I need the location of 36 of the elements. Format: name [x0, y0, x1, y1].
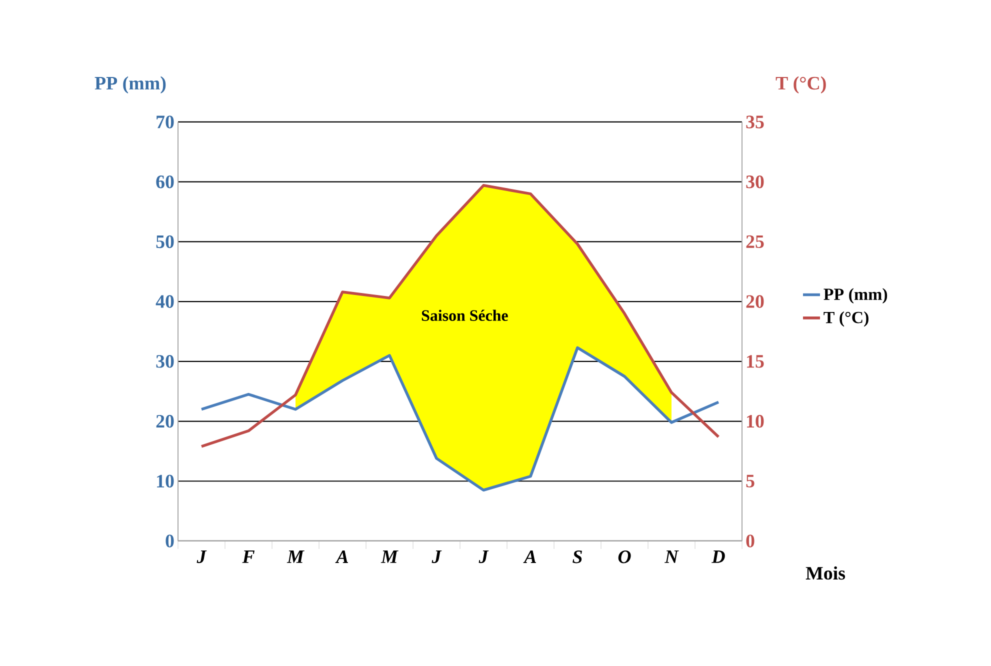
x-tick-label: J [478, 550, 489, 564]
y2-tick-label: 10 [747, 414, 764, 428]
x-tick-label: F [242, 550, 255, 563]
x-tick-label: M [286, 550, 304, 563]
y2-tick-label: 20 [746, 295, 764, 308]
y2-tick-label: 35 [746, 116, 764, 128]
x-axis-title: Mois [806, 566, 846, 580]
y-tick-label: 0 [166, 534, 174, 548]
x-tick-label: J [196, 550, 207, 564]
x-tick-label: A [335, 550, 348, 563]
line-series [200, 184, 720, 448]
y-tick-label: 60 [156, 175, 174, 188]
x-tick-label: J [432, 550, 442, 564]
y2-tick-label: 0 [746, 534, 754, 548]
y-tick-label: 10 [157, 474, 174, 488]
y-tick-label: 70 [156, 116, 174, 128]
x-tick-label: D [712, 550, 725, 563]
y-axis-title: PP (mm) [94, 76, 166, 94]
y-tick-label: 20 [156, 414, 174, 428]
annotation: Saison Séche [422, 310, 508, 321]
x-tick-label: N [664, 550, 679, 563]
y2-tick-label: 25 [746, 235, 764, 248]
legend-label: T (°C) [824, 311, 868, 327]
x-tick-label: M [380, 550, 398, 563]
legend-label: PP (mm) [824, 288, 888, 304]
y2-tick-label: 5 [746, 474, 754, 488]
y-tick-label: 30 [156, 355, 174, 368]
y-tick-label: 40 [156, 295, 174, 308]
x-tick-label: A [523, 550, 536, 563]
y-tick-label: 50 [156, 235, 174, 248]
x-tick-label: S [572, 550, 582, 564]
y2-tick-label: 30 [746, 175, 764, 188]
y2-tick-label: 15 [747, 355, 764, 368]
line-series [200, 346, 720, 492]
x-tick-label: O [618, 550, 631, 564]
y2-axis-title: T (°C) [776, 76, 826, 94]
